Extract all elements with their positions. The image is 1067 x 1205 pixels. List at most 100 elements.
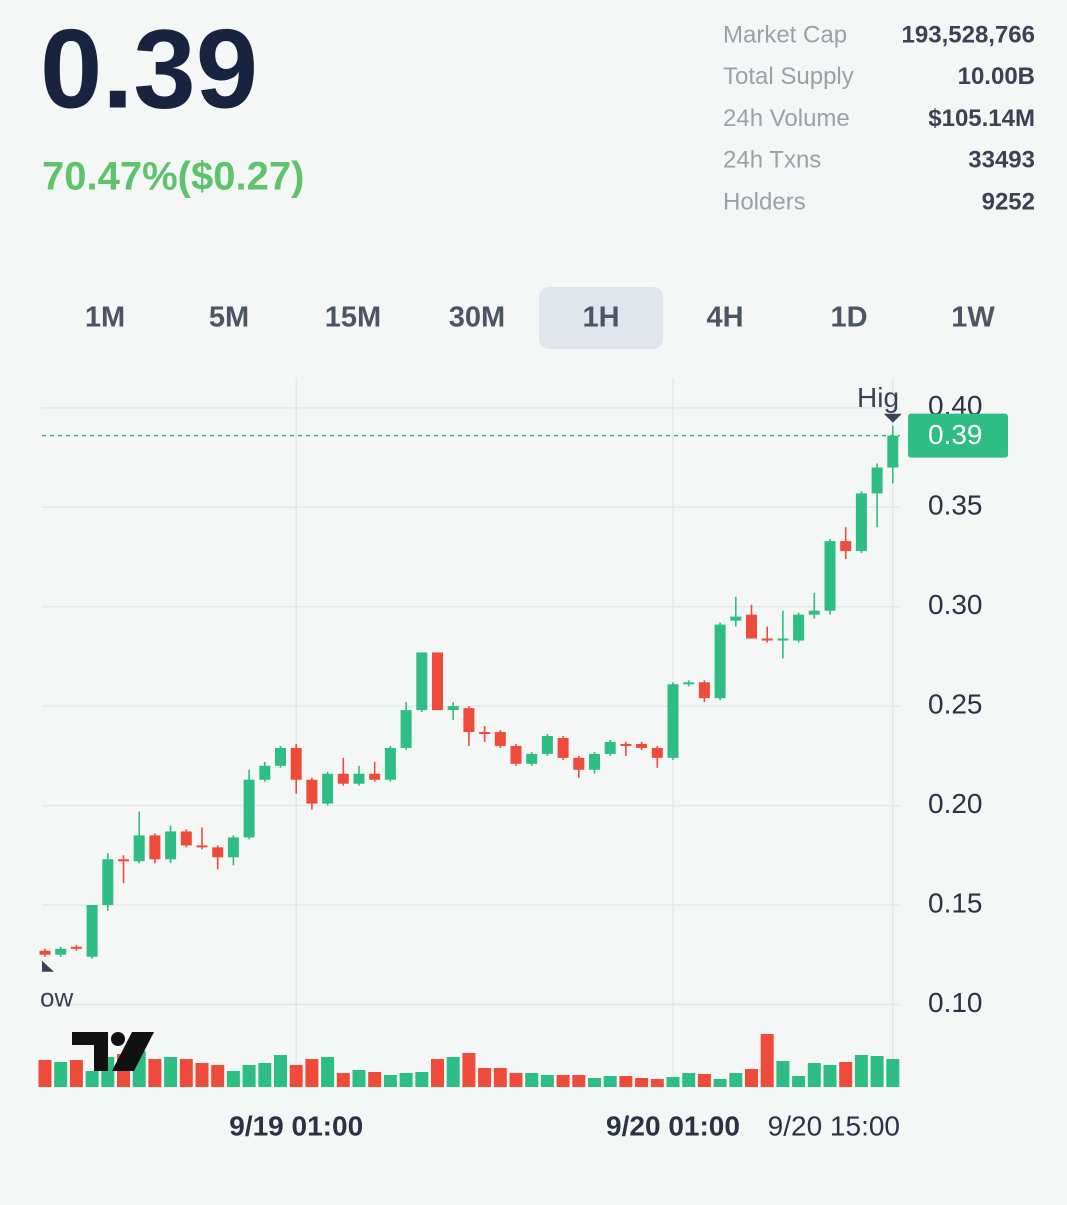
- tab-label[interactable]: 30M: [449, 302, 505, 334]
- candle-body: [793, 614, 805, 641]
- stat-label: 24h Volume: [723, 105, 850, 132]
- last-price-badge: [908, 413, 1008, 458]
- volume-bar: [226, 1071, 240, 1087]
- volume-bar: [854, 1055, 868, 1087]
- tab-label[interactable]: 15M: [325, 302, 381, 334]
- volume-bar: [321, 1057, 335, 1087]
- volume-bar: [760, 1034, 774, 1087]
- stat-value: $105.14M: [928, 105, 1035, 132]
- low-marker-label: ow: [40, 983, 73, 1013]
- volume-bar: [368, 1072, 382, 1087]
- timeframe-tab[interactable]: 4H: [706, 302, 743, 334]
- volume-bar: [525, 1073, 539, 1087]
- timeframe-tab[interactable]: 1M: [85, 302, 125, 334]
- candle-body: [227, 837, 239, 858]
- volume-bar: [38, 1060, 52, 1087]
- candle-body: [604, 741, 616, 754]
- candle-body: [636, 743, 648, 748]
- chart: 0.100.150.200.250.300.350.409/19 01:00 9/…: [38, 378, 1008, 1141]
- candle-body: [243, 779, 255, 838]
- x-tick-label: 9/20 01:00: [606, 1110, 740, 1141]
- last-price-label: 0.39: [928, 419, 983, 450]
- candle-body: [698, 682, 710, 699]
- candle-body: [761, 638, 773, 641]
- stats: Market Cap 193,528,766 Total Supply 10.00B 2…: [723, 21, 1035, 215]
- volume-bar: [635, 1078, 649, 1087]
- price-change: 70.47%($0.27): [42, 155, 304, 199]
- candle-body: [118, 859, 129, 862]
- candle-body: [714, 624, 726, 699]
- volume-bar: [54, 1062, 68, 1087]
- high-marker: [883, 413, 902, 423]
- candle-body: [589, 753, 600, 770]
- candle-body: [730, 616, 742, 621]
- candle-body: [526, 753, 538, 764]
- volume-bar: [697, 1074, 711, 1087]
- tab-label[interactable]: 4H: [706, 302, 743, 334]
- candle-body: [651, 747, 663, 758]
- candle-body: [275, 747, 286, 766]
- candle-body: [667, 684, 679, 758]
- candle-body: [840, 541, 852, 552]
- tab-selected: [539, 287, 663, 349]
- stat-value: 10.00B: [958, 63, 1035, 90]
- volume-bar: [85, 1071, 99, 1087]
- stat-value: 9252: [982, 189, 1035, 216]
- stat-label: Market Cap: [723, 21, 847, 48]
- volume-bar: [164, 1057, 178, 1087]
- volume-bar: [807, 1063, 821, 1087]
- logo-v: [112, 1032, 154, 1071]
- candle-body: [400, 710, 412, 748]
- volume-bar: [776, 1061, 790, 1087]
- volume-bar: [556, 1075, 570, 1087]
- candle-body: [808, 610, 820, 615]
- volume-bar: [823, 1065, 837, 1087]
- volume-bar: [682, 1073, 696, 1087]
- volume-bar: [195, 1063, 209, 1087]
- candle-body: [353, 773, 365, 784]
- tab-label[interactable]: 1M: [85, 302, 125, 334]
- candle-body: [133, 835, 145, 862]
- candle-body: [165, 831, 177, 860]
- x-tick-label: 9/20 15:00: [768, 1110, 900, 1141]
- volume-bar: [462, 1053, 476, 1087]
- candle-body: [887, 435, 899, 468]
- timeframe-tab[interactable]: 15M: [325, 302, 381, 334]
- volume-bar: [446, 1057, 460, 1087]
- y-tick-label: 0.10: [928, 987, 983, 1018]
- volume-bar: [274, 1055, 287, 1087]
- volume-bar: [431, 1059, 444, 1087]
- volume-bar: [792, 1076, 806, 1087]
- timeframe-tab[interactable]: 5M: [209, 302, 249, 334]
- volume-bar: [729, 1073, 743, 1087]
- candle-body: [55, 948, 67, 955]
- volume-bar: [242, 1065, 256, 1087]
- tab-label[interactable]: 1D: [830, 302, 867, 334]
- timeframe-tab[interactable]: 30M: [449, 302, 505, 334]
- candle-body: [557, 737, 569, 758]
- timeframe-tab[interactable]: 1H: [539, 287, 663, 349]
- tab-label[interactable]: 5M: [209, 302, 249, 334]
- candle-body: [290, 747, 302, 780]
- tab-label[interactable]: 1W: [951, 302, 995, 334]
- low-marker: [42, 960, 54, 972]
- candle-body: [384, 747, 396, 780]
- candle-body: [510, 745, 522, 764]
- stat-value: 33493: [968, 147, 1035, 174]
- stat-label: Total Supply: [723, 63, 854, 90]
- candle-body: [337, 773, 349, 784]
- candle-body: [777, 638, 789, 641]
- timeframe-tab[interactable]: 1W: [951, 302, 995, 334]
- candle-body: [683, 682, 695, 685]
- volume-bar: [336, 1073, 350, 1087]
- volume-bar: [305, 1059, 319, 1087]
- timeframe-tab[interactable]: 1D: [830, 302, 867, 334]
- candle-body: [855, 493, 867, 552]
- volume-bar: [603, 1076, 617, 1087]
- volume-bar: [666, 1077, 680, 1087]
- volume-bar: [588, 1078, 601, 1087]
- tab-label[interactable]: 1H: [582, 302, 619, 334]
- volume-bar: [289, 1065, 303, 1087]
